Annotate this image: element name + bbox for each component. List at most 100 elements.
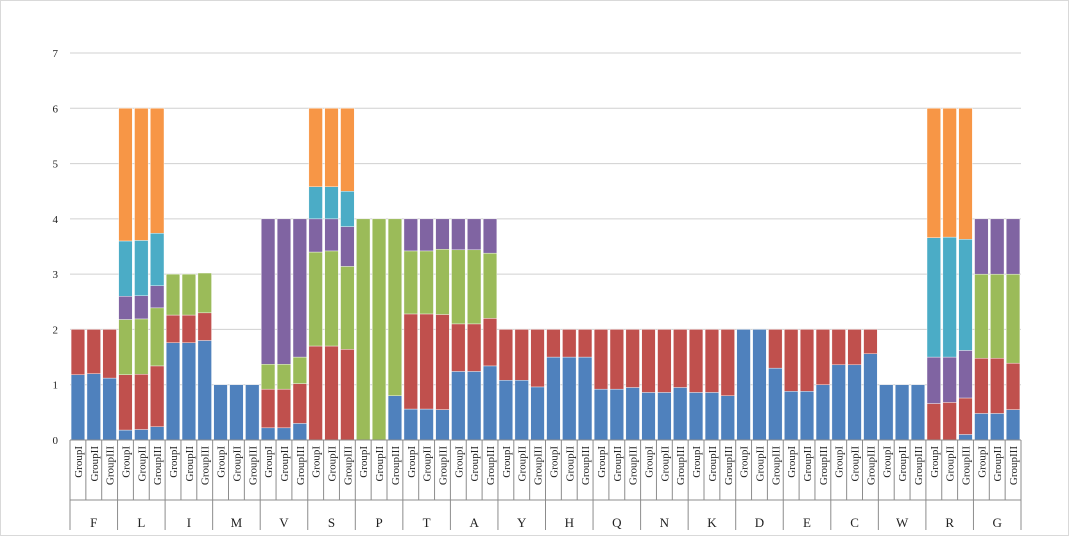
bar-segment [419,218,434,252]
group-tick-label: GroupII [231,446,243,482]
bar-segment [435,409,450,441]
bar-segment [403,408,418,441]
bar-segment [593,388,608,441]
category-label: Q [612,515,622,530]
bar-segment [197,272,212,314]
bar-segment [435,218,450,250]
bar-segment [356,218,371,441]
bar-segment [134,429,149,441]
bar-segment [546,329,561,358]
bar-segment [1006,409,1021,441]
group-tick-label: GroupI [691,446,703,478]
bar-segment [118,240,133,297]
bar-segment [514,380,529,441]
bar-segment [942,108,957,238]
category-label: R [945,515,954,530]
bar-segment [483,252,498,319]
bar-segment [276,218,291,365]
bar-segment [134,295,149,320]
group-tick-label: GroupI [358,446,370,478]
bar-segment [863,353,878,441]
bar-segment [372,218,387,441]
group-tick-label: GroupIII [295,446,307,485]
group-tick-label: GroupII [707,446,719,482]
bar-segment [958,239,973,351]
bar-segment [784,329,799,392]
bar-segment [419,250,434,315]
category-label: T [423,515,431,530]
bar-segment [308,251,323,347]
bar-segment [498,380,513,441]
bar-segment [324,345,339,441]
bar-stacks [70,108,1021,441]
bar-segment [942,356,957,403]
group-tick-label: GroupI [73,446,85,478]
bar-segment [134,374,149,430]
bar-segment [530,386,545,441]
category-label: K [707,515,717,530]
group-tick-label: GroupII [136,446,148,482]
bar-segment [578,329,593,358]
y-tick-label: 2 [53,324,59,336]
bar-segment [926,356,941,404]
bar-segment [530,329,545,388]
group-tick-label: GroupIII [437,446,449,485]
group-tick-label: GroupI [311,446,323,478]
category-label: L [137,515,145,530]
bar-segment [831,364,846,441]
group-tick-label: GroupI [406,446,418,478]
bar-segment [578,356,593,441]
bar-segment [625,329,640,388]
bar-segment [261,364,276,390]
bar-segment [340,191,355,227]
bar-segment [70,374,85,441]
group-tick-label: GroupII [850,446,862,482]
category-label: E [803,515,811,530]
x-axis: GroupI GroupII GroupIII GroupI GroupII GroupI… [69,439,1022,530]
group-tick-label: GroupIII [818,446,830,485]
bar-segment [292,218,307,358]
group-tick-label: GroupIII [342,446,354,485]
bar-segment [118,108,133,242]
bar-segment [340,226,355,267]
bar-segment [990,413,1005,441]
group-tick-label: GroupII [422,446,434,482]
group-tick-label: GroupIII [770,446,782,485]
bar-segment [752,329,767,441]
group-tick-label: GroupI [216,446,228,478]
bar-segment [847,364,862,441]
bar-segment [166,314,181,343]
bar-segment [910,384,925,441]
group-tick-label: GroupIII [390,446,402,485]
bar-segment [625,387,640,441]
bar-segment [166,342,181,441]
bar-segment [134,318,149,375]
group-tick-label: GroupI [263,446,275,478]
bar-segment [942,236,957,358]
bar-segment [150,426,165,441]
bar-segment [958,434,973,441]
group-tick-label: GroupI [834,446,846,478]
bar-segment [292,423,307,441]
bar-segment [562,356,577,441]
category-label: F [90,515,97,530]
bar-segment [118,374,133,431]
bar-segment [926,403,941,441]
group-tick-label: GroupII [279,446,291,482]
bar-segment [261,388,276,429]
y-tick-label: 4 [53,214,59,226]
group-tick-label: GroupI [881,446,893,478]
bar-segment [657,392,672,441]
group-tick-label: GroupII [945,446,957,482]
category-label: Y [517,515,527,530]
bar-segment [166,273,181,316]
group-tick-label: GroupII [612,446,624,482]
bar-segment [593,329,608,390]
bar-segment [990,357,1005,414]
bar-segment [340,349,355,441]
bar-segment [831,329,846,366]
group-tick-label: GroupIII [865,446,877,485]
group-tick-label: GroupIII [533,446,545,485]
group-tick-label: GroupI [453,446,465,478]
bar-segment [403,250,418,315]
